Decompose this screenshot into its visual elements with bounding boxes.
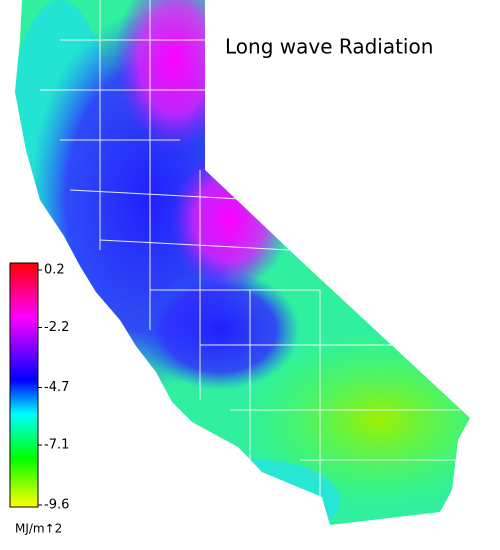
colorbar-unit: MJ/m↑2 — [15, 522, 62, 536]
colorbar-tick-label: -9.6 — [44, 498, 69, 513]
colorbar-tick-label: -4.7 — [44, 380, 69, 395]
colorbar-tick-label: -2.2 — [44, 320, 69, 335]
colorbar-tick-label: 0.2 — [44, 263, 65, 278]
colorbar-tick-label: -7.1 — [44, 438, 69, 453]
colorbar — [9, 262, 39, 508]
map-title: Long wave Radiation — [225, 35, 433, 59]
